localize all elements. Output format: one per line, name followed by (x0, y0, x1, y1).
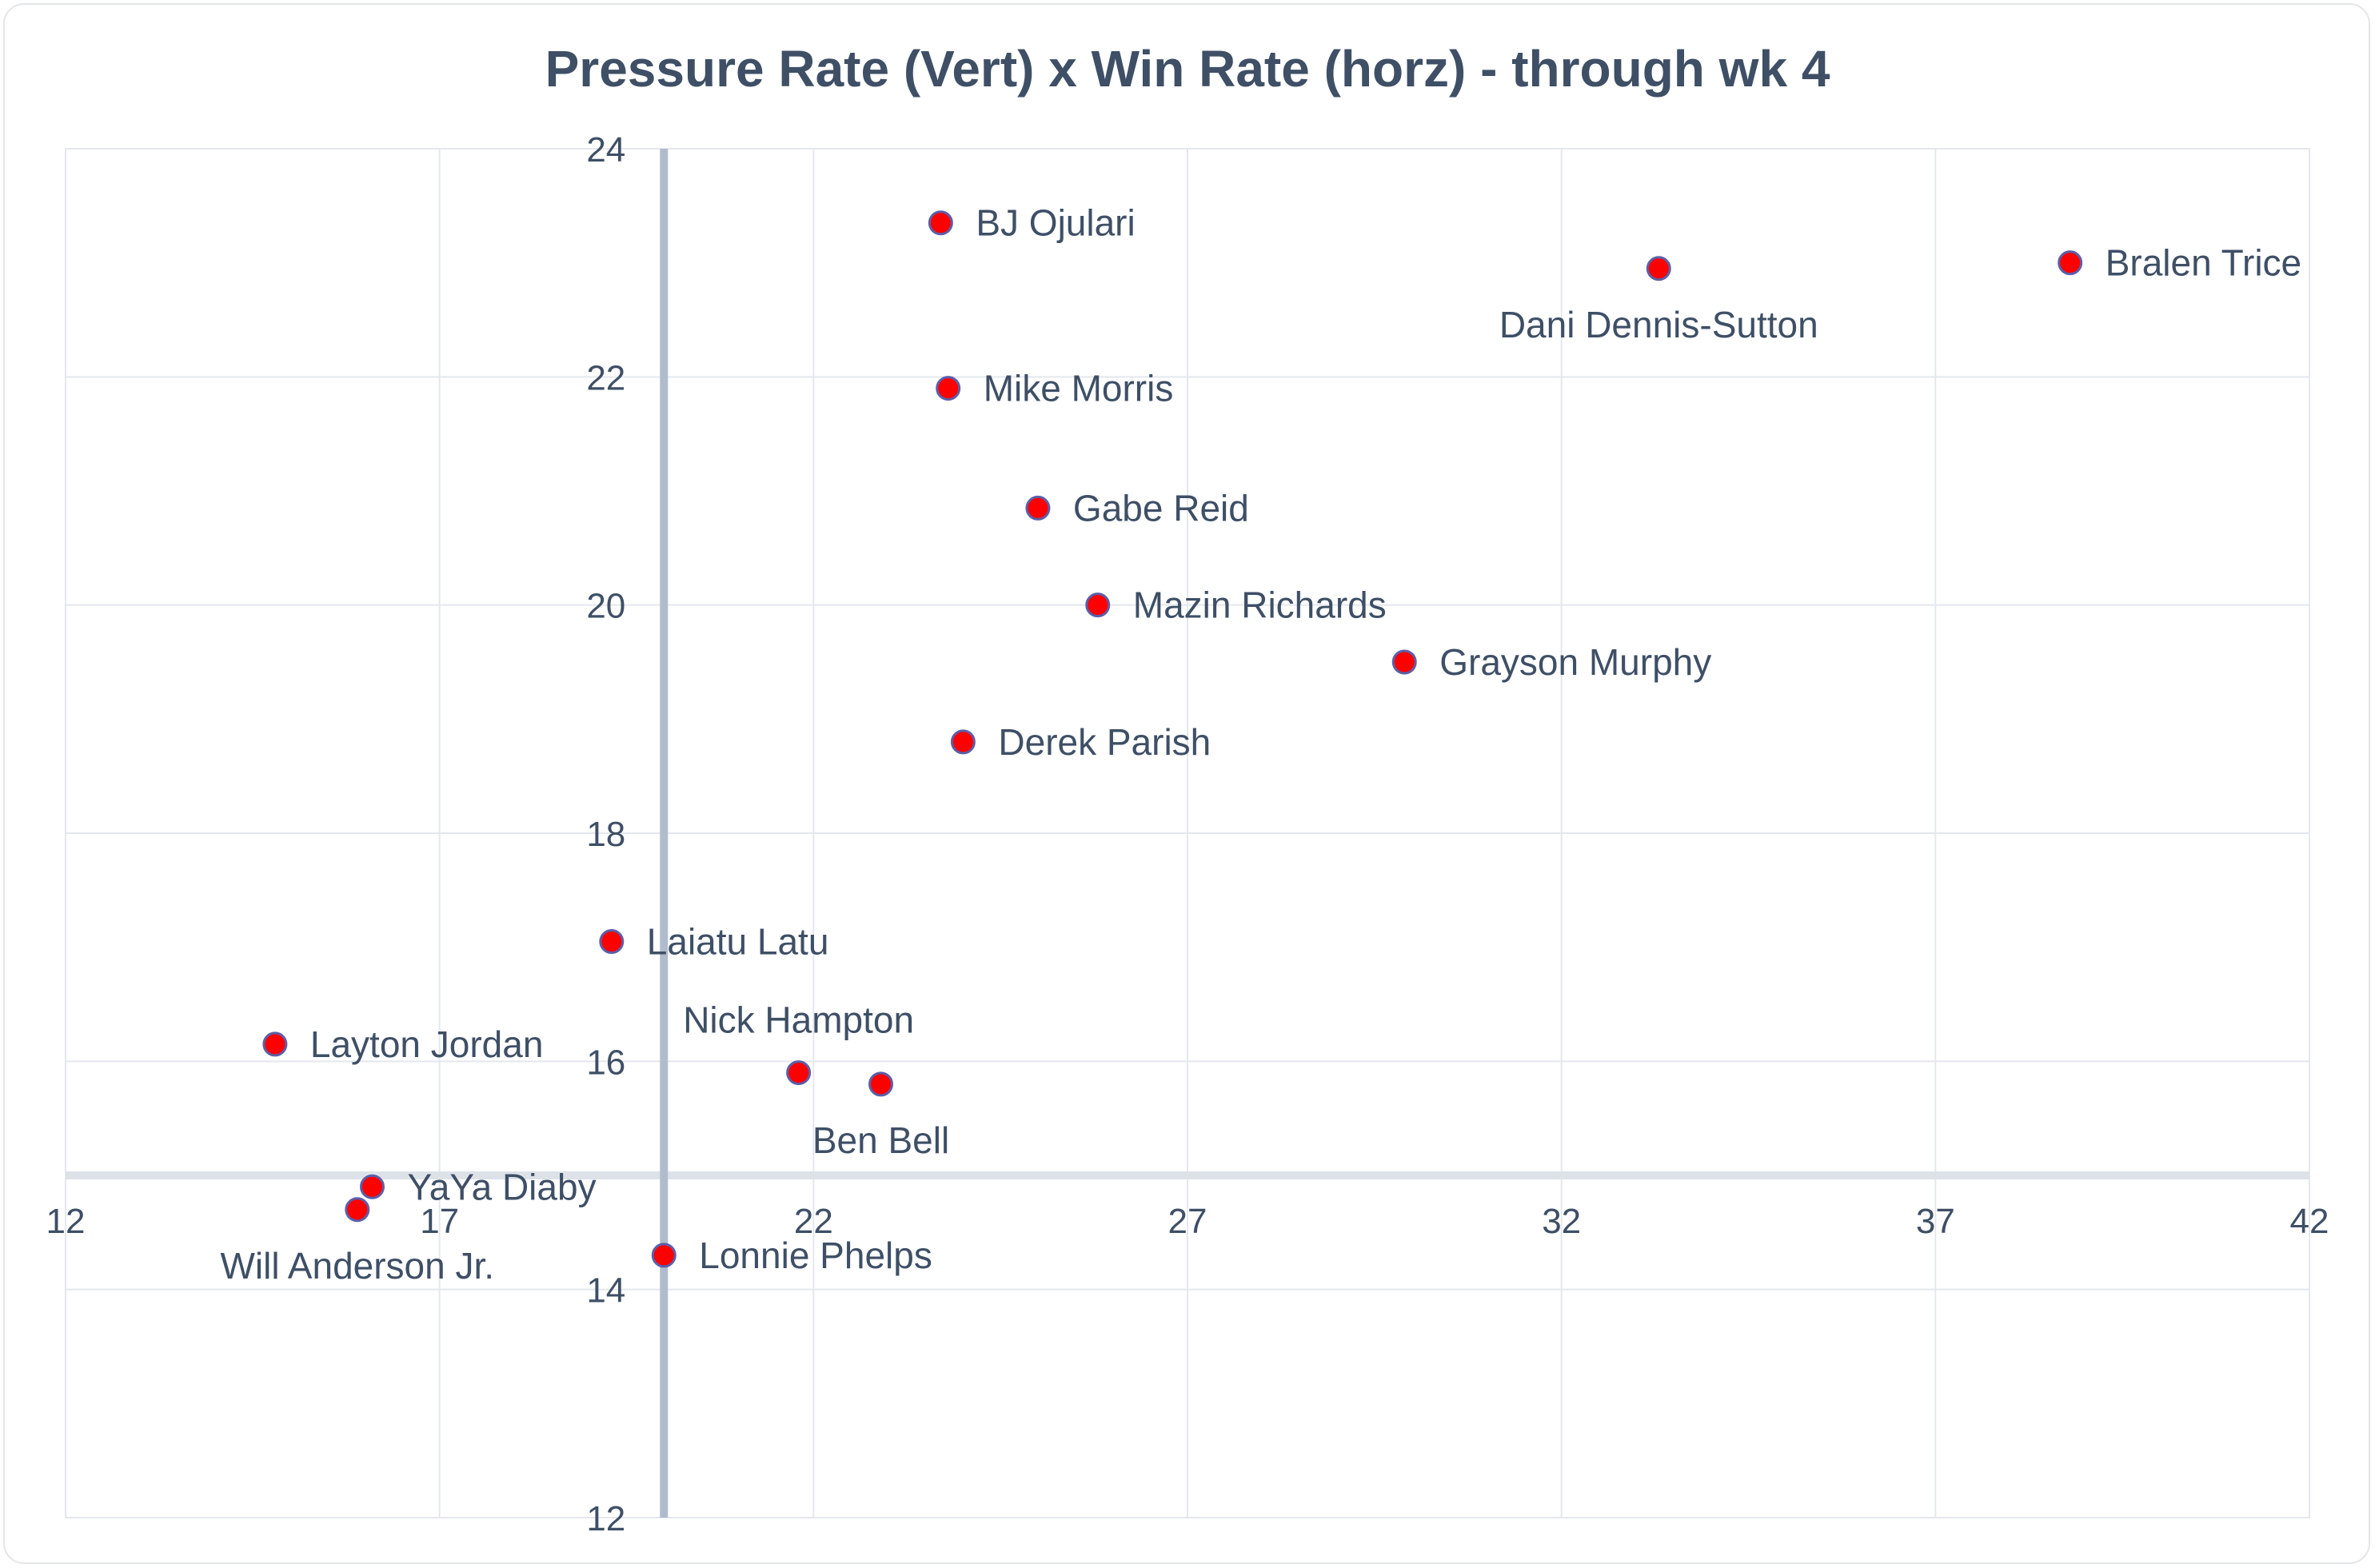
data-points: BJ Ojulari Dani Dennis-Sutton Bralen Trice… (220, 202, 2301, 1287)
point-marker (1025, 495, 1051, 521)
point-marker (1646, 256, 1671, 281)
point-label: Bralen Trice (2106, 242, 2301, 284)
data-point: Lonnie Phelps (651, 1235, 932, 1276)
x-tick-label: 37 (1916, 1202, 1955, 1241)
point-label: Will Anderson Jr. (220, 1245, 494, 1287)
point-marker (928, 210, 953, 236)
data-point: Layton Jordan (262, 1023, 544, 1065)
point-label: Layton Jordan (310, 1023, 544, 1065)
data-point: Grayson Murphy (1391, 641, 1711, 683)
y-tick-label: 24 (586, 130, 625, 170)
point-marker (262, 1031, 288, 1057)
chart-title: Pressure Rate (Vert) x Win Rate (horz) -… (545, 40, 1830, 98)
data-point: Will Anderson Jr. (220, 1197, 494, 1287)
point-label: Dani Dennis-Sutton (1499, 304, 1818, 345)
grid (65, 148, 2310, 1518)
y-tick-label: 14 (586, 1271, 625, 1311)
y-tick-label: 22 (586, 358, 625, 397)
point-label: Grayson Murphy (1439, 641, 1711, 683)
x-tick-label: 32 (1542, 1202, 1581, 1241)
y-tick-label: 12 (586, 1499, 625, 1538)
point-label: Nick Hampton (683, 999, 914, 1041)
point-marker (936, 376, 961, 401)
data-point: YaYa Diaby (359, 1166, 597, 1207)
data-point: Mazin Richards (1085, 585, 1387, 626)
y-tick-label: 18 (586, 815, 625, 854)
point-label: Gabe Reid (1073, 487, 1249, 529)
point-label: Mazin Richards (1133, 585, 1387, 626)
point-marker (1391, 649, 1417, 675)
data-point: Dani Dennis-Sutton (1499, 256, 1818, 345)
data-point: Laiatu Latu (599, 921, 829, 963)
point-marker (786, 1060, 812, 1086)
point-label: BJ Ojulari (976, 202, 1135, 244)
point-marker (345, 1197, 370, 1223)
data-point: Gabe Reid (1025, 487, 1249, 529)
data-point: Nick Hampton (683, 999, 914, 1086)
point-marker (950, 729, 976, 755)
x-tick-label: 27 (1168, 1202, 1207, 1241)
point-label: YaYa Diaby (407, 1166, 596, 1207)
x-tick-label: 12 (46, 1202, 86, 1241)
data-point: Bralen Trice (2058, 242, 2301, 284)
x-tick-label: 17 (420, 1202, 459, 1241)
data-point: Mike Morris (936, 368, 1174, 409)
data-point: Ben Bell (812, 1071, 949, 1161)
x-tick-label: 22 (794, 1202, 833, 1241)
point-marker (651, 1243, 677, 1268)
point-marker (2058, 250, 2083, 276)
y-tick-label: 20 (586, 587, 625, 626)
data-point: Derek Parish (950, 721, 1211, 763)
point-label: Mike Morris (984, 368, 1174, 409)
x-tick-label: 42 (2290, 1202, 2329, 1241)
point-marker (599, 929, 625, 955)
point-marker (359, 1174, 385, 1199)
y-tick-label: 16 (586, 1043, 625, 1082)
axes (66, 149, 2309, 1518)
tick-labels: 12 17 22 27 32 37 42 12 14 16 18 20 22 24 (46, 130, 2329, 1538)
point-marker (868, 1071, 894, 1097)
point-marker (1085, 592, 1111, 618)
point-label: Ben Bell (812, 1119, 949, 1161)
point-label: Lonnie Phelps (699, 1235, 932, 1276)
data-point: BJ Ojulari (928, 202, 1136, 244)
point-label: Derek Parish (998, 721, 1211, 763)
point-label: Laiatu Latu (647, 921, 829, 963)
